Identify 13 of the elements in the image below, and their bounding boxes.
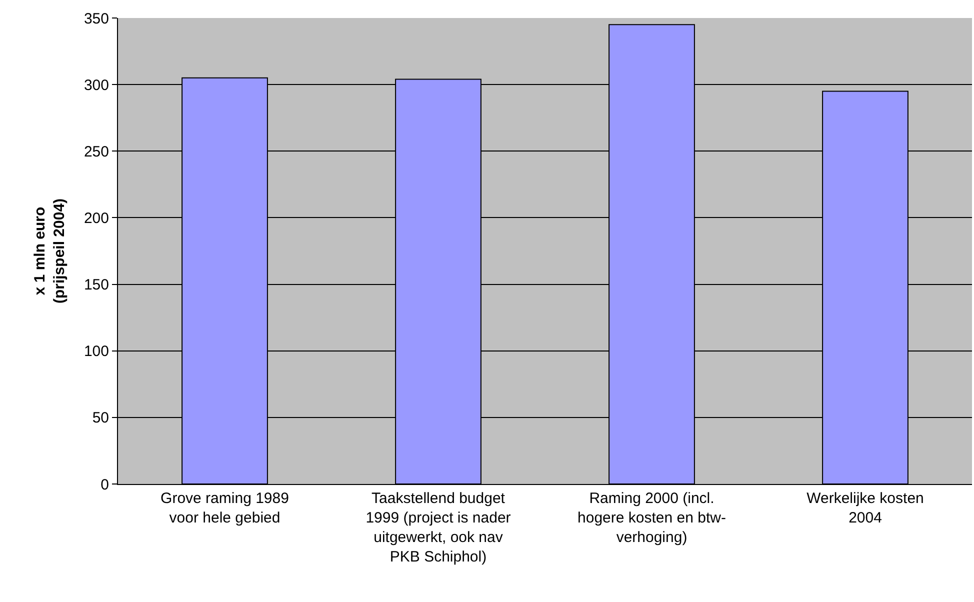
y-tick-label: 0: [100, 476, 109, 494]
y-tick-label: 100: [84, 343, 109, 360]
x-tick-label: Werkelijke kosten 2004: [806, 490, 924, 526]
y-tick-label: 50: [92, 410, 109, 427]
x-tick-label: Taakstellend budget 1999 (project is nader uitgewerkt, ook nav PKB Schiphol): [366, 490, 511, 566]
y-axis-title: x 1 mln euro (prijspeil 2004): [32, 198, 68, 304]
y-tick-label: 350: [84, 10, 109, 28]
y-tick-label: 200: [84, 210, 109, 227]
x-tick-label: Raming 2000 (incl. hogere kosten en btw- verhoging): [578, 490, 726, 546]
y-tick-label: 250: [84, 143, 109, 160]
y-tick-label: 150: [84, 276, 109, 294]
y-tick-label: 300: [84, 76, 109, 94]
x-tick-label: Grove raming 1989 voor hele gebied: [160, 490, 289, 526]
